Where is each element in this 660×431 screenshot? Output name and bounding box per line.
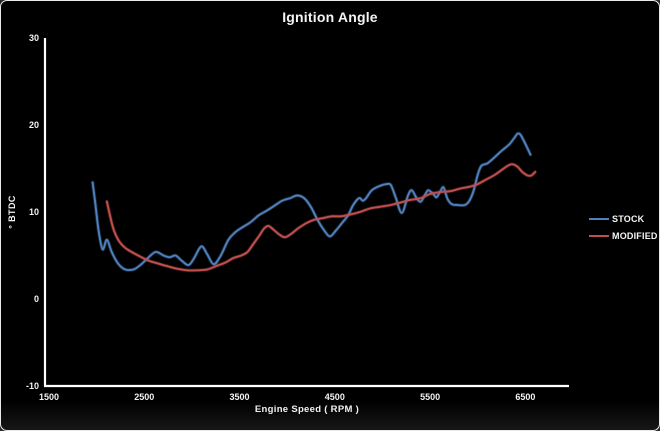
legend-item-stock: STOCK xyxy=(589,214,658,224)
y-tick-label: 10 xyxy=(29,207,39,217)
legend-label-modified: MODIFIED xyxy=(612,231,658,241)
axis-lines xyxy=(43,38,569,388)
legend: STOCK MODIFIED xyxy=(589,214,658,241)
y-tick-label: 20 xyxy=(29,120,39,130)
modified-series-line xyxy=(105,163,537,272)
x-tick-label: 5500 xyxy=(420,392,440,402)
y-tick-label: 30 xyxy=(29,33,39,43)
stock-series-line-glow xyxy=(90,131,533,272)
x-tick-label: 3500 xyxy=(230,392,250,402)
x-tick-label: 6500 xyxy=(515,392,535,402)
x-tick-label: 2500 xyxy=(134,392,154,402)
x-axis-title: Engine Speed ( RPM ) xyxy=(254,404,360,415)
stock-line-swatch xyxy=(589,218,609,220)
legend-label-stock: STOCK xyxy=(612,214,645,224)
chart-title: Ignition Angle xyxy=(282,9,378,25)
y-tick-label: 0 xyxy=(34,294,39,304)
legend-item-modified: MODIFIED xyxy=(589,231,658,241)
x-tick-label: 4500 xyxy=(325,392,345,402)
y-tick-label: -10 xyxy=(26,381,39,391)
modified-line-swatch xyxy=(589,235,609,237)
stock-series-line xyxy=(91,132,532,271)
x-tick-label: 1500 xyxy=(39,392,59,402)
modified-series-line-glow xyxy=(105,162,537,273)
